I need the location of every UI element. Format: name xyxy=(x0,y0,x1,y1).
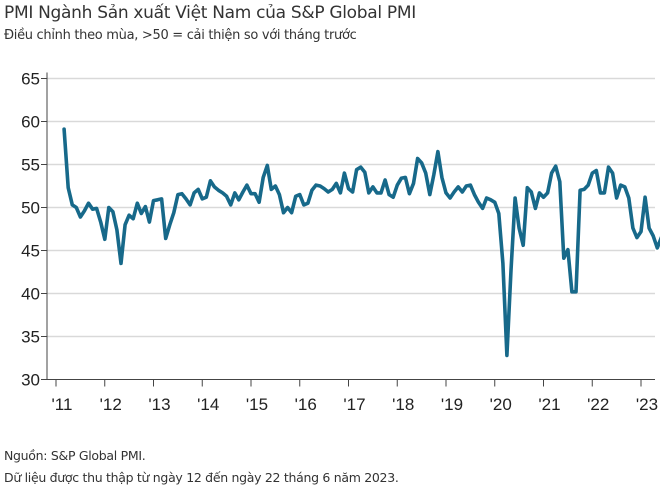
x-tick-label: '18 xyxy=(392,395,414,414)
y-tick-label: 55 xyxy=(21,156,40,175)
x-tick-label: '20 xyxy=(490,395,512,414)
y-tick-label: 50 xyxy=(21,199,40,218)
y-tick-label: 45 xyxy=(21,242,40,261)
x-tick-label: '21 xyxy=(538,395,560,414)
y-tick-label: 35 xyxy=(21,328,40,347)
source-note: Nguồn: S&P Global PMI. xyxy=(4,448,146,463)
y-tick-label: 60 xyxy=(21,113,40,132)
y-tick-label: 40 xyxy=(21,285,40,304)
y-tick-label: 30 xyxy=(21,371,40,390)
x-tick-label: '17 xyxy=(343,395,365,414)
collection-note: Dữ liệu được thu thập từ ngày 12 đến ngà… xyxy=(4,470,399,485)
x-tick-label: '19 xyxy=(441,395,463,414)
x-tick-label: '13 xyxy=(148,395,170,414)
x-tick-label: '14 xyxy=(197,395,219,414)
x-tick-label: '23 xyxy=(636,395,658,414)
x-tick-label: '12 xyxy=(100,395,122,414)
chart-subtitle: Điều chỉnh theo mùa, >50 = cải thiện so … xyxy=(4,28,357,43)
chart-title: PMI Ngành Sản xuất Việt Nam của S&P Glob… xyxy=(4,3,416,23)
pmi-series-line xyxy=(62,127,660,358)
x-tick-label: '16 xyxy=(295,395,317,414)
x-tick-label: '11 xyxy=(52,395,73,414)
y-tick-label: 65 xyxy=(21,70,40,89)
x-tick-label: '22 xyxy=(587,395,609,414)
x-tick-label: '15 xyxy=(246,395,268,414)
